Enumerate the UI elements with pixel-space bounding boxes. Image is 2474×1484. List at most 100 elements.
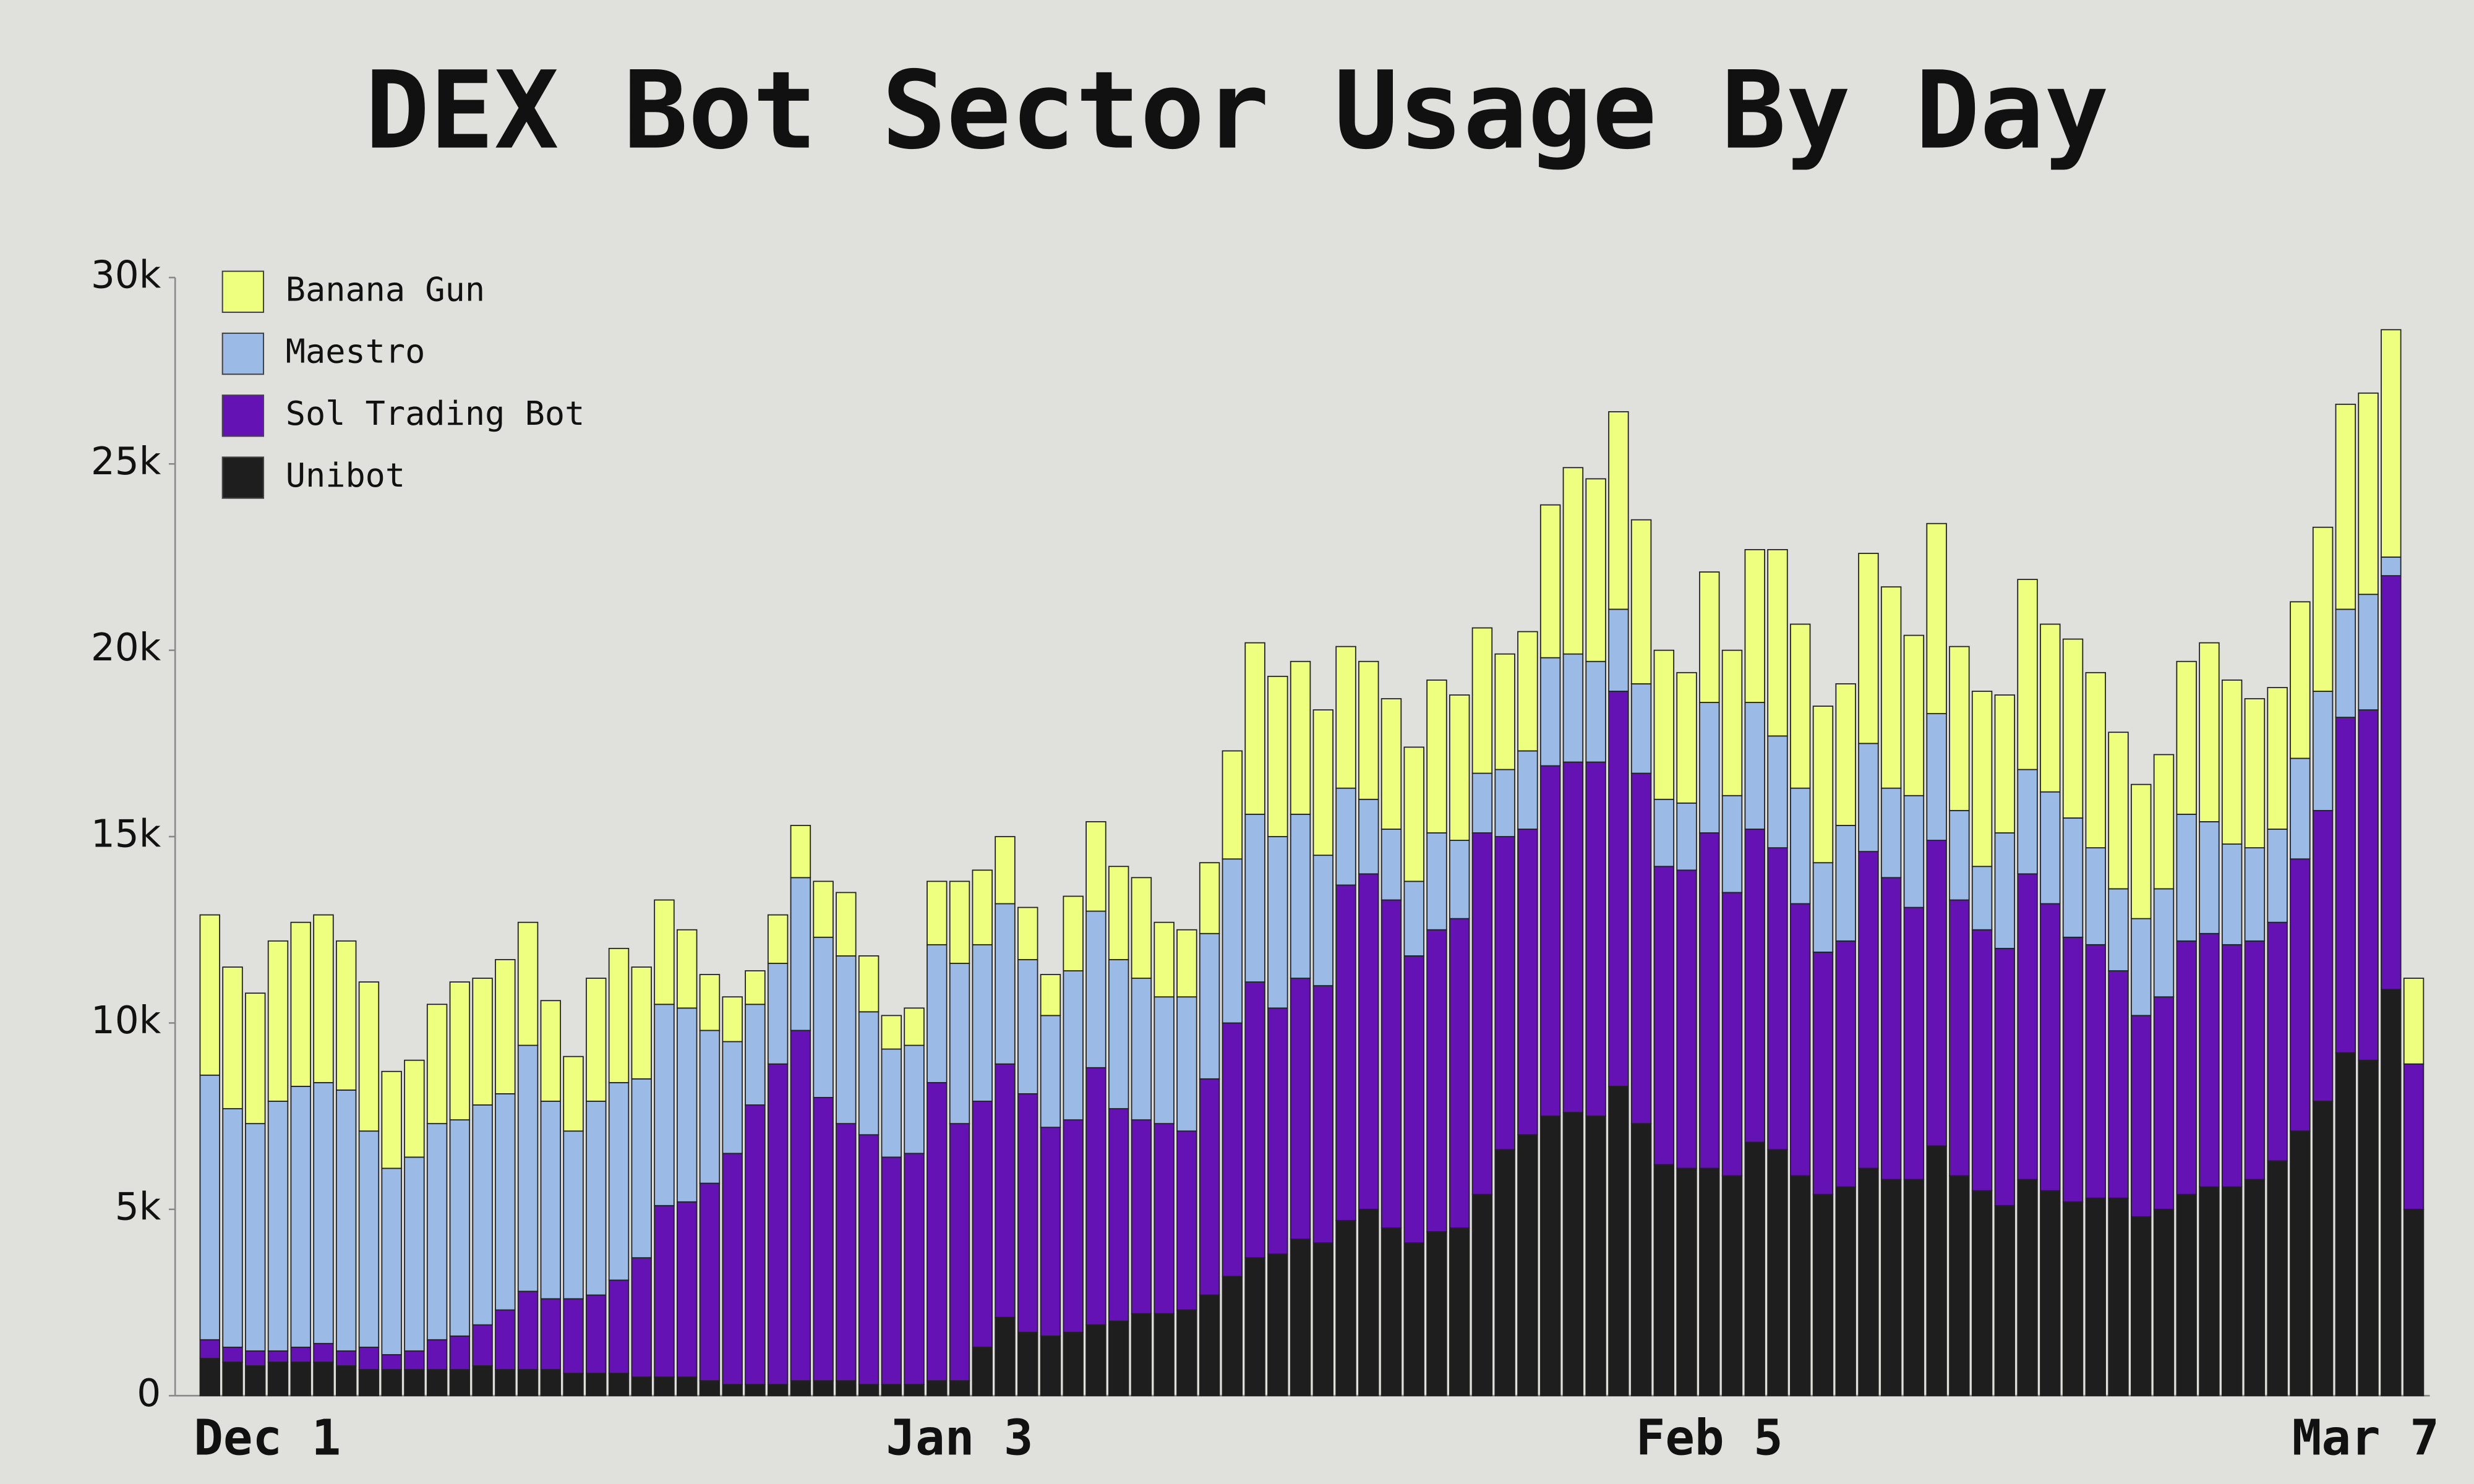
bar-segment <box>313 1342 334 1363</box>
legend-label: Sol Trading Bot <box>286 394 585 433</box>
bar-segment <box>813 1380 834 1397</box>
x-tick-label: Mar 7 <box>2292 1410 2439 1467</box>
bar-segment <box>1154 921 1175 998</box>
bar-segment <box>2267 1160 2288 1397</box>
bar-segment <box>745 1384 766 1397</box>
bar-segment <box>1085 1324 1106 1397</box>
bar-segment <box>654 1004 675 1206</box>
bar-segment <box>1926 522 1947 715</box>
bar-segment <box>1699 571 1720 703</box>
bar-segment <box>2176 813 2197 942</box>
bar-segment <box>245 1123 266 1352</box>
bar-segment <box>1267 1253 1288 1397</box>
bar-segment <box>472 1365 493 1397</box>
bar-segment <box>2040 791 2061 905</box>
bar-segment <box>1971 691 1993 868</box>
bar-segment <box>1721 795 1743 893</box>
bar-segment <box>1585 478 1606 662</box>
bar-segment <box>358 981 380 1132</box>
bar-segment <box>1244 642 1265 815</box>
bar-segment <box>813 881 834 938</box>
legend-swatch <box>221 456 265 499</box>
bar-segment <box>2199 642 2220 822</box>
y-tick-label: 15k <box>91 812 161 856</box>
bar-segment <box>1653 649 1675 800</box>
bar-segment <box>2244 847 2266 942</box>
bar-segment <box>267 1101 289 1352</box>
bar-segment <box>1199 1078 1220 1296</box>
bar-segment <box>1971 866 1993 931</box>
bar-segment <box>1539 765 1561 1117</box>
bar-segment <box>1880 877 1902 1180</box>
bar-segment <box>1358 873 1379 1210</box>
bar-segment <box>1426 1231 1447 1397</box>
bar-segment <box>699 974 721 1031</box>
bar-segment <box>495 1369 516 1397</box>
bar-segment <box>722 1153 743 1385</box>
bar-segment <box>1380 698 1402 830</box>
bar-segment <box>677 929 698 1009</box>
bar-segment <box>563 1130 584 1300</box>
bar-segment <box>517 1290 539 1370</box>
bar-segment <box>904 1384 925 1397</box>
bar-segment <box>2381 575 2402 991</box>
bar-segment <box>927 944 948 1083</box>
bar-segment <box>1380 829 1402 901</box>
bar-segment <box>1608 1085 1629 1397</box>
bar-segment <box>699 1030 721 1184</box>
bar-segment <box>1994 947 2016 1206</box>
bar-segment <box>927 881 948 945</box>
bar-segment <box>1085 821 1106 912</box>
bar-segment <box>1676 869 1697 1169</box>
bar-segment <box>222 1362 243 1397</box>
bar-segment <box>540 1298 562 1370</box>
bar-segment <box>1449 840 1470 919</box>
bar-segment <box>1835 683 1856 826</box>
bar-segment <box>858 955 880 1013</box>
bar-segment <box>1471 1193 1493 1397</box>
bar-segment <box>813 936 834 1098</box>
bar-segment <box>1858 743 1879 853</box>
bar-segment <box>2358 392 2379 595</box>
bar-segment <box>1222 750 1243 860</box>
bar-segment <box>1630 683 1652 774</box>
bar-segment <box>1403 1242 1424 1397</box>
x-tick-label: Jan 3 <box>886 1410 1034 1467</box>
bar-segment <box>2221 1186 2243 1397</box>
bar-segment <box>1812 862 1834 953</box>
bar-segment <box>1040 1127 1061 1337</box>
bar-segment <box>381 1167 402 1355</box>
bar-segment <box>1131 978 1152 1121</box>
bar-segment <box>677 1376 698 1397</box>
bar-segment <box>995 1316 1016 1397</box>
bar-segment <box>540 1369 562 1397</box>
bar-segment <box>1880 1179 1902 1397</box>
bar-segment <box>1290 660 1311 815</box>
bar-segment <box>836 1123 857 1381</box>
bar-segment <box>2290 858 2311 1132</box>
bar-segment <box>2381 556 2402 576</box>
bar-segment <box>1790 903 1811 1177</box>
bar-segment <box>949 963 970 1125</box>
bar-segment <box>722 1384 743 1397</box>
bar-segment <box>836 955 857 1125</box>
bar-segment <box>267 1362 289 1397</box>
bar-segment <box>358 1369 380 1397</box>
bar-segment <box>2403 1063 2425 1210</box>
bar-segment <box>1085 910 1106 1068</box>
bar-segment <box>1154 1123 1175 1315</box>
bar-segment <box>2358 594 2379 710</box>
bar-segment <box>1971 1190 1993 1397</box>
bar-segment <box>1244 981 1265 1259</box>
bar-segment <box>335 940 357 1091</box>
bar-segment <box>2335 717 2356 1054</box>
bar-segment <box>1312 855 1333 987</box>
bar-segment <box>1312 1242 1333 1397</box>
bar-segment <box>358 1346 380 1370</box>
bar-segment <box>1790 787 1811 905</box>
bar-segment <box>2040 903 2061 1192</box>
bar-segment <box>1040 1015 1061 1128</box>
bar-segment <box>722 996 743 1043</box>
bar-segment <box>2221 679 2243 845</box>
